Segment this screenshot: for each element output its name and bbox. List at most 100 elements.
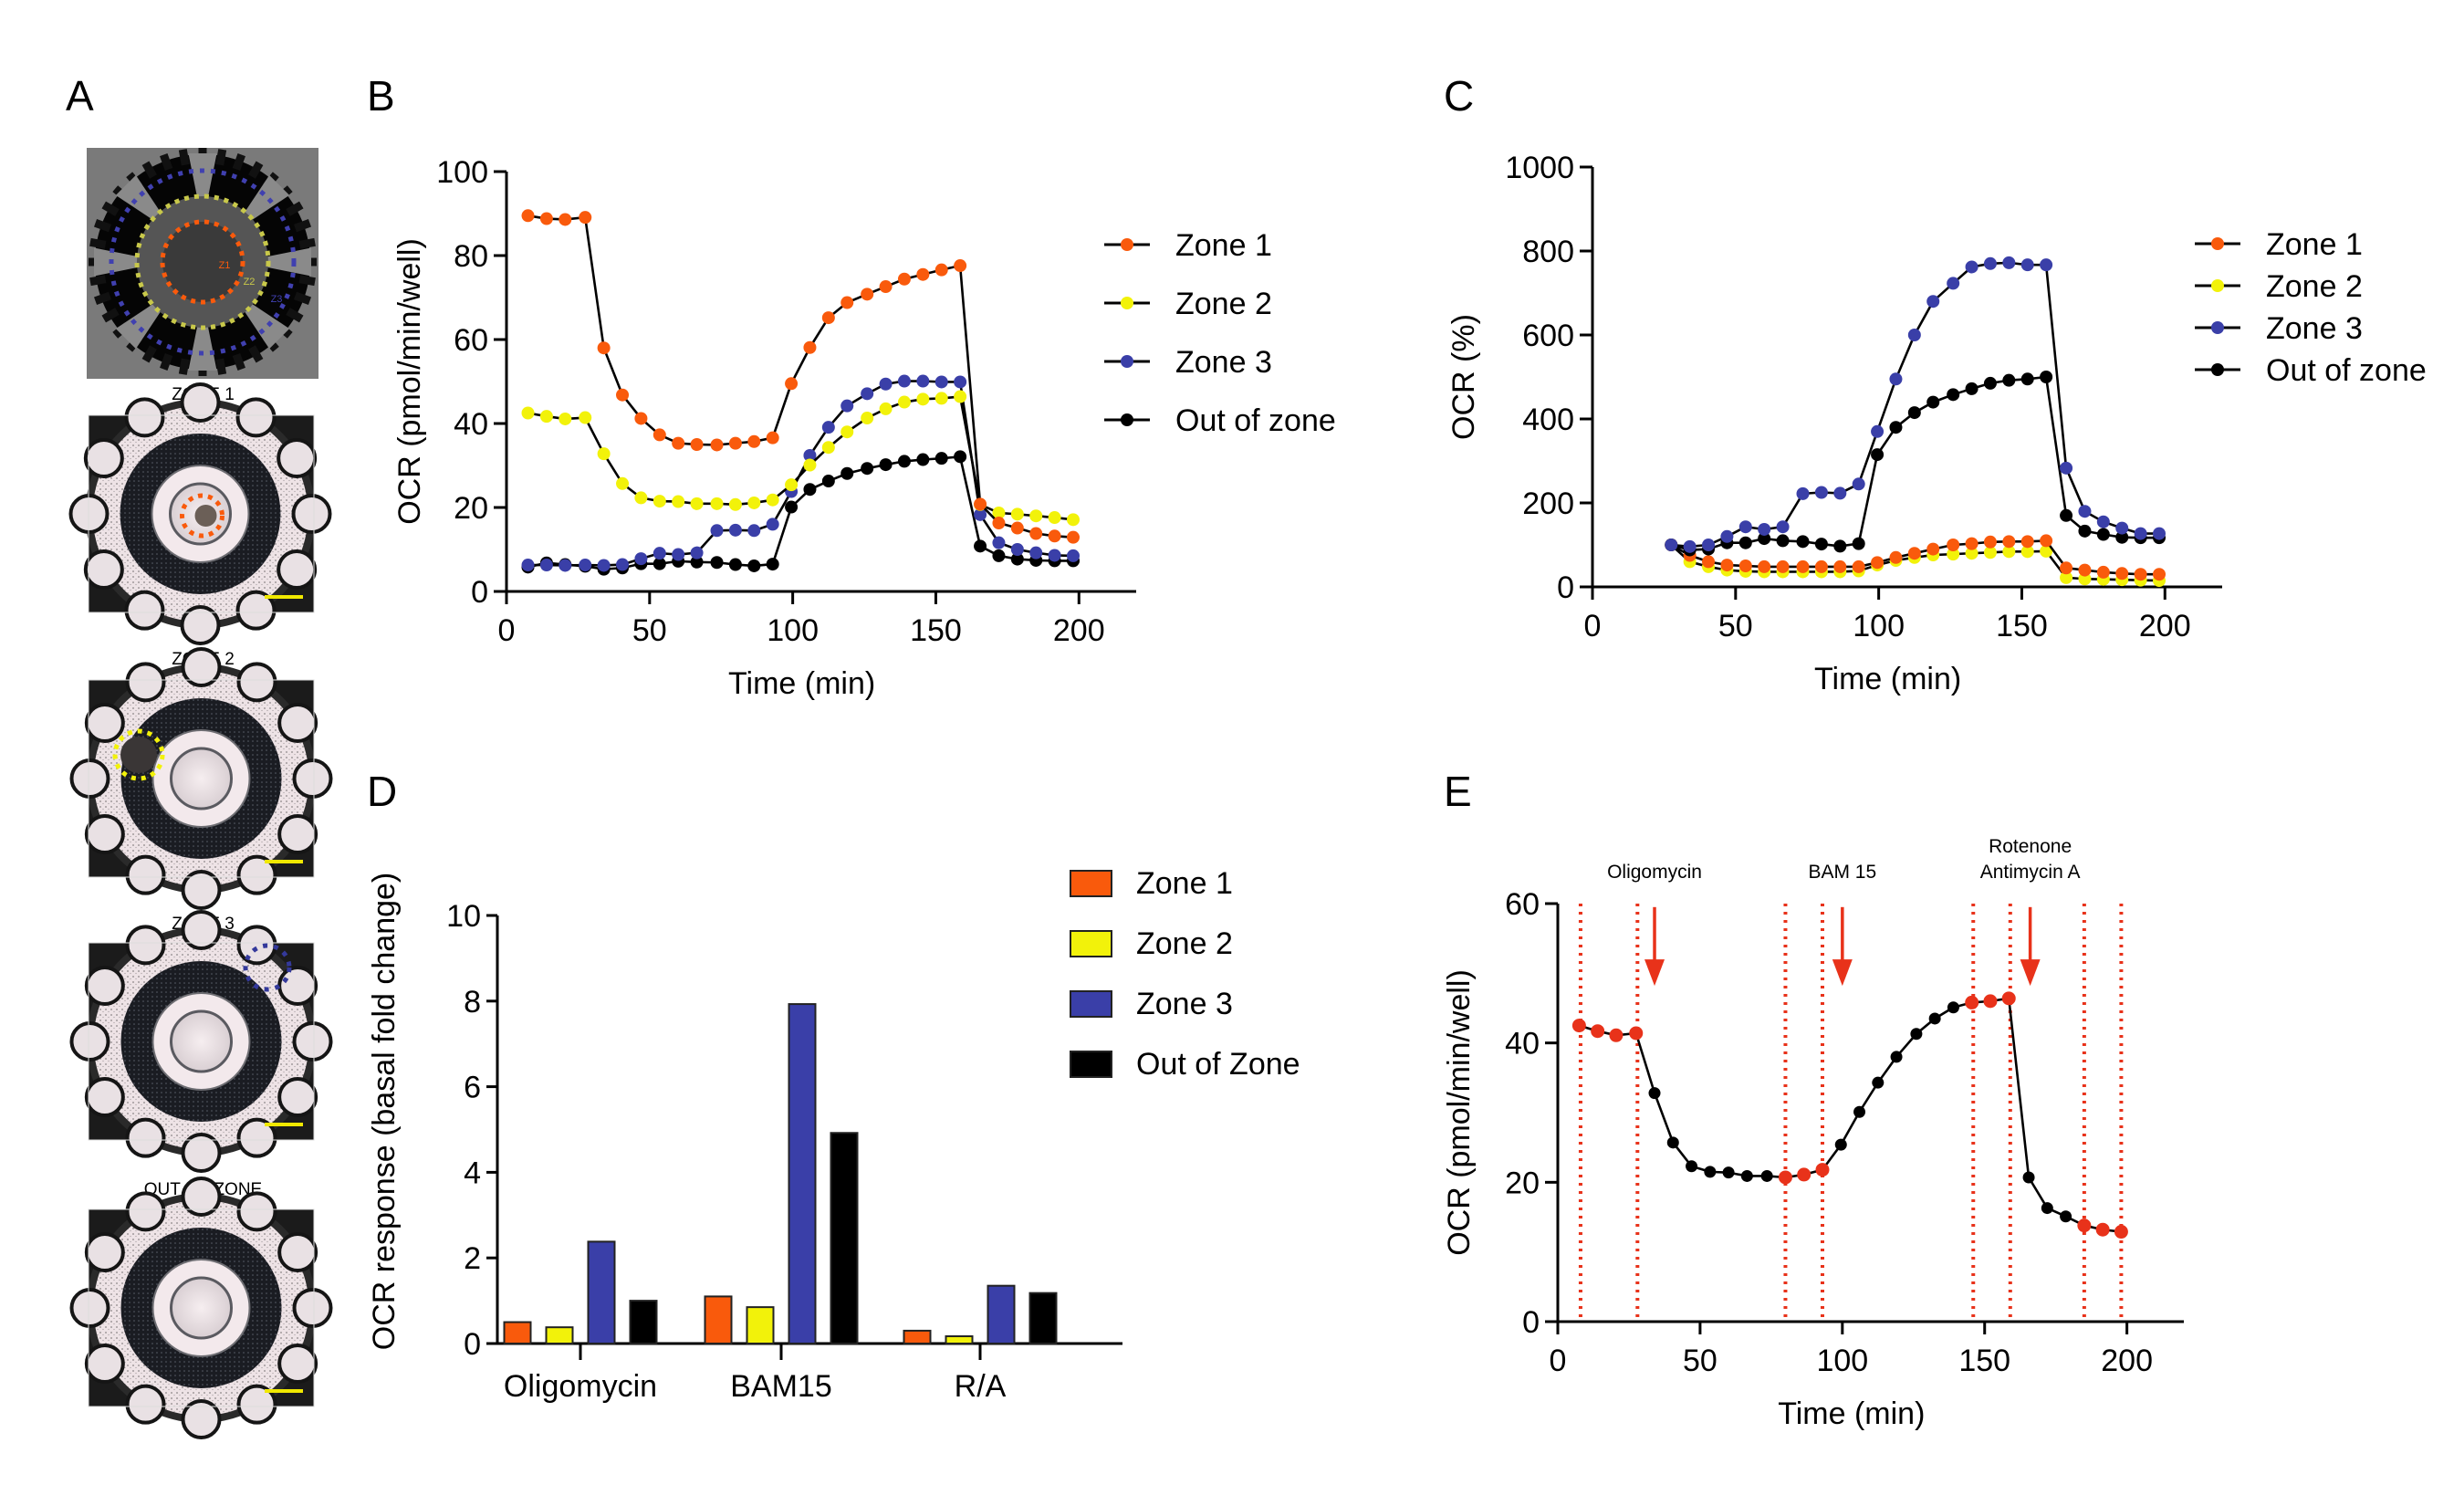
photo-hole [181, 1133, 222, 1173]
series-zone-2-point [653, 495, 666, 508]
series-zone-3-point [2115, 521, 2129, 535]
series-zone-3-point [2002, 256, 2016, 269]
series-out-of-zone-point [897, 455, 911, 468]
zone1-label: Z1 [219, 260, 231, 271]
measurement-point [1890, 1051, 1903, 1063]
series-zone-3-point [897, 374, 911, 388]
cell-cluster [120, 737, 157, 773]
well-zone-diagram: Z1 Z2 Z3 [87, 148, 318, 379]
series-zone-1-point [521, 209, 535, 223]
series-zone-1-point [821, 311, 835, 325]
series-zone-2-point [879, 402, 893, 415]
x-tick-label: 200 [1053, 613, 1105, 648]
series-zone-3-point [1048, 549, 1061, 562]
legend-label: Zone 1 [1136, 866, 1233, 901]
micrograph-zone-2 [69, 647, 333, 910]
series-out-of-zone-point [803, 483, 817, 497]
legend-marker [2211, 321, 2224, 334]
legend-label: Out of zone [1175, 403, 1336, 438]
category-label: BAM15 [730, 1369, 832, 1404]
series-zone-1-point [2153, 568, 2166, 581]
measurement-point [1666, 1136, 1679, 1149]
series-zone-3-point [1738, 520, 1752, 534]
series-zone-1-point [1871, 556, 1885, 570]
photo-hole [181, 1177, 222, 1217]
series-zone-2-point [2078, 572, 2092, 586]
series-zone-1-point [1833, 560, 1847, 573]
series-out-of-zone-point [2115, 530, 2129, 544]
series-zone-2-point [2040, 544, 2053, 558]
series-zone-1-point [2002, 535, 2016, 549]
series-zone-1-point [1776, 560, 1790, 573]
photo-hole [277, 703, 318, 743]
series-zone-2-point [897, 395, 911, 409]
series-zone-1-point [579, 211, 592, 225]
series-zone-3-point [1871, 424, 1885, 438]
series-out-of-zone-point [2060, 508, 2073, 522]
x-tick-label: 200 [2139, 609, 2191, 643]
series-zone-3-point [672, 548, 685, 561]
micrograph-zone-1 [68, 382, 332, 645]
bar-zone-3 [987, 1284, 1016, 1345]
y-tick-label: 400 [1522, 403, 1574, 437]
chart-d-ocr-fold-change: 0 2 4 6 8 10 Oligomycin BAM15 R/A OCR response (b… [367, 866, 1300, 1404]
diagram-tooth [101, 308, 120, 323]
series-zone-3-point [1983, 256, 1997, 270]
series-out-of-zone-point [1907, 406, 1921, 420]
measurement-point [1704, 1166, 1717, 1178]
photo-hole [236, 854, 277, 895]
series-zone-1-point [1983, 535, 1997, 549]
series-out-of-zone-point [1965, 382, 1979, 395]
series-zone-1-point [1947, 539, 1960, 551]
measurement-point [1947, 1001, 1959, 1014]
diagram-tooth [141, 345, 157, 363]
series-zone-2-point [597, 447, 611, 461]
legend-marker [1121, 413, 1133, 426]
series-out-of-zone-point [1796, 535, 1810, 549]
bar-zone-2 [945, 1335, 974, 1344]
diagram-tooth [286, 308, 304, 323]
series-zone-1-point [916, 267, 930, 281]
series-zone-3-point [1683, 539, 1697, 553]
series-out-of-zone-point [2078, 524, 2092, 538]
series-out-of-zone-point [1852, 537, 1865, 550]
series-out-of-zone-point [728, 558, 742, 571]
series-zone-1-point [616, 388, 630, 402]
y-tick-label: 60 [454, 323, 488, 358]
series-zone-1-point [2134, 568, 2147, 581]
diagram-tooth [93, 219, 112, 233]
series-zone-3-point [879, 377, 893, 391]
photo-hole [84, 814, 125, 854]
series-out-of-zone-point [690, 555, 704, 569]
ocr-line [1579, 997, 2122, 1233]
injection-label: BAM 15 [1808, 862, 1876, 883]
photo-hole [277, 438, 318, 478]
bar-zone-1 [503, 1321, 532, 1345]
x-tick-label: 200 [2101, 1344, 2153, 1378]
series-zone-1-point [934, 263, 948, 277]
photo-hole [125, 1117, 166, 1158]
legend-label: Zone 2 [2266, 269, 2363, 304]
series-zone-1-point [954, 259, 967, 273]
diagram-tooth [293, 291, 312, 305]
series-out-of-zone-point [1776, 534, 1790, 548]
photo-hole [277, 549, 318, 590]
series-zone-1-point [1758, 560, 1771, 573]
photo-hole [83, 549, 124, 590]
diagram-tooth [215, 358, 227, 375]
series-zone-2-point [728, 497, 742, 511]
zone3-label: Z3 [271, 294, 283, 305]
injection-arrow-head [2020, 959, 2041, 987]
series-zone-3-point [1720, 529, 1734, 543]
measurement-point-highlighted [1571, 1019, 1586, 1033]
measurement-point [2060, 1210, 2072, 1223]
series-zone-2-point [616, 476, 630, 490]
diagram-slot [115, 302, 162, 350]
series-zone-1-point [2060, 561, 2073, 575]
measurement-point [1648, 1087, 1661, 1100]
series-zone-1-point [2020, 535, 2034, 549]
inner-zone [162, 222, 243, 302]
photo-hole [125, 662, 166, 703]
series-zone-3-point [2096, 515, 2110, 528]
series-zone-3-point [2153, 527, 2166, 540]
